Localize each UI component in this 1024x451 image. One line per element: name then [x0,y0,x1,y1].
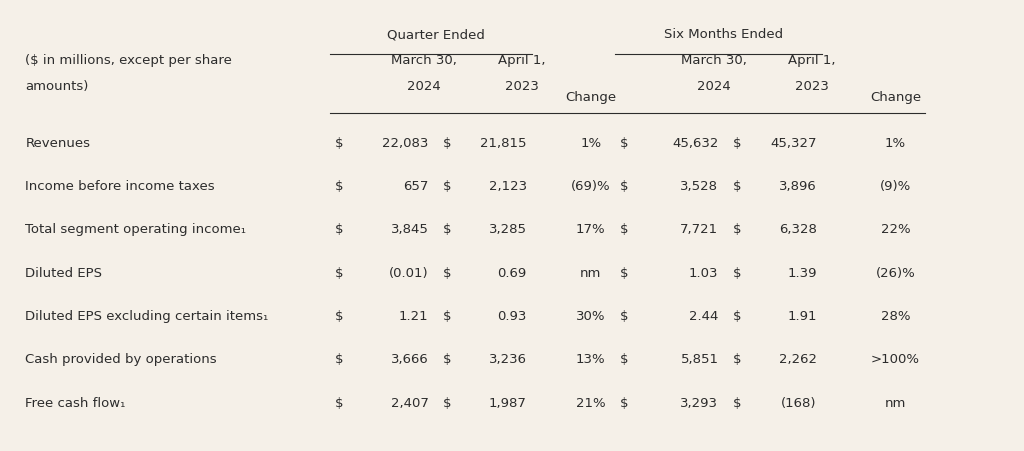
Text: 2023: 2023 [795,80,828,93]
Text: March 30,: March 30, [681,55,746,68]
Text: $: $ [335,353,344,366]
Text: $: $ [335,223,344,236]
Text: $: $ [733,180,741,193]
Text: 1.03: 1.03 [689,267,719,280]
Text: Cash provided by operations: Cash provided by operations [26,353,217,366]
Text: $: $ [621,396,629,410]
Text: 0.93: 0.93 [498,310,526,323]
Text: Diluted EPS excluding certain items₁: Diluted EPS excluding certain items₁ [26,310,268,323]
Text: 21,815: 21,815 [480,137,526,150]
Text: 3,666: 3,666 [391,353,428,366]
Text: $: $ [443,223,452,236]
Text: $: $ [335,310,344,323]
Text: $: $ [733,223,741,236]
Text: 1.21: 1.21 [398,310,428,323]
Text: 3,528: 3,528 [680,180,719,193]
Text: $: $ [733,267,741,280]
Text: $: $ [443,137,452,150]
Text: 7,721: 7,721 [680,223,719,236]
Text: 21%: 21% [575,396,605,410]
Text: (9)%: (9)% [880,180,911,193]
Text: $: $ [733,353,741,366]
Text: 17%: 17% [575,223,605,236]
Text: (0.01): (0.01) [389,267,428,280]
Text: 3,896: 3,896 [779,180,817,193]
Text: 2024: 2024 [696,80,730,93]
Text: $: $ [621,180,629,193]
Text: amounts): amounts) [26,80,89,93]
Text: 30%: 30% [575,310,605,323]
Text: Diluted EPS: Diluted EPS [26,267,102,280]
Text: 1%: 1% [885,137,906,150]
Text: $: $ [443,267,452,280]
Text: nm: nm [885,396,906,410]
Text: 2,123: 2,123 [488,180,526,193]
Text: March 30,: March 30, [390,55,457,68]
Text: $: $ [335,180,344,193]
Text: (26)%: (26)% [876,267,915,280]
Text: Free cash flow₁: Free cash flow₁ [26,396,126,410]
Text: 5,851: 5,851 [680,353,719,366]
Text: 0.69: 0.69 [498,267,526,280]
Text: 22%: 22% [881,223,910,236]
Text: $: $ [335,137,344,150]
Text: ($ in millions, except per share: ($ in millions, except per share [26,55,232,68]
Text: $: $ [621,267,629,280]
Text: 3,293: 3,293 [680,396,719,410]
Text: 28%: 28% [881,310,910,323]
Text: 1,987: 1,987 [488,396,526,410]
Text: $: $ [733,137,741,150]
Text: 1%: 1% [580,137,601,150]
Text: 22,083: 22,083 [382,137,428,150]
Text: April 1,: April 1, [788,55,836,68]
Text: 657: 657 [403,180,428,193]
Text: 13%: 13% [575,353,605,366]
Text: 2024: 2024 [407,80,440,93]
Text: $: $ [443,310,452,323]
Text: $: $ [443,180,452,193]
Text: $: $ [621,353,629,366]
Text: Quarter Ended: Quarter Ended [387,28,484,41]
Text: 45,632: 45,632 [672,137,719,150]
Text: Revenues: Revenues [26,137,90,150]
Text: Income before income taxes: Income before income taxes [26,180,215,193]
Text: April 1,: April 1, [498,55,546,68]
Text: 3,845: 3,845 [390,223,428,236]
Text: $: $ [733,310,741,323]
Text: >100%: >100% [870,353,920,366]
Text: 2.44: 2.44 [689,310,719,323]
Text: $: $ [335,396,344,410]
Text: $: $ [335,267,344,280]
Text: 3,236: 3,236 [488,353,526,366]
Text: $: $ [733,396,741,410]
Text: Change: Change [565,91,616,104]
Text: $: $ [443,396,452,410]
Text: $: $ [621,223,629,236]
Text: Six Months Ended: Six Months Ended [664,28,783,41]
Text: (69)%: (69)% [570,180,610,193]
Text: nm: nm [580,267,601,280]
Text: $: $ [443,353,452,366]
Text: 2023: 2023 [505,80,539,93]
Text: Total segment operating income₁: Total segment operating income₁ [26,223,247,236]
Text: $: $ [621,137,629,150]
Text: 45,327: 45,327 [770,137,817,150]
Text: $: $ [621,310,629,323]
Text: Change: Change [869,91,921,104]
Text: 2,407: 2,407 [390,396,428,410]
Text: 2,262: 2,262 [778,353,817,366]
Text: (168): (168) [781,396,817,410]
Text: 1.39: 1.39 [787,267,817,280]
Text: 6,328: 6,328 [779,223,817,236]
Text: 3,285: 3,285 [488,223,526,236]
Text: 1.91: 1.91 [787,310,817,323]
